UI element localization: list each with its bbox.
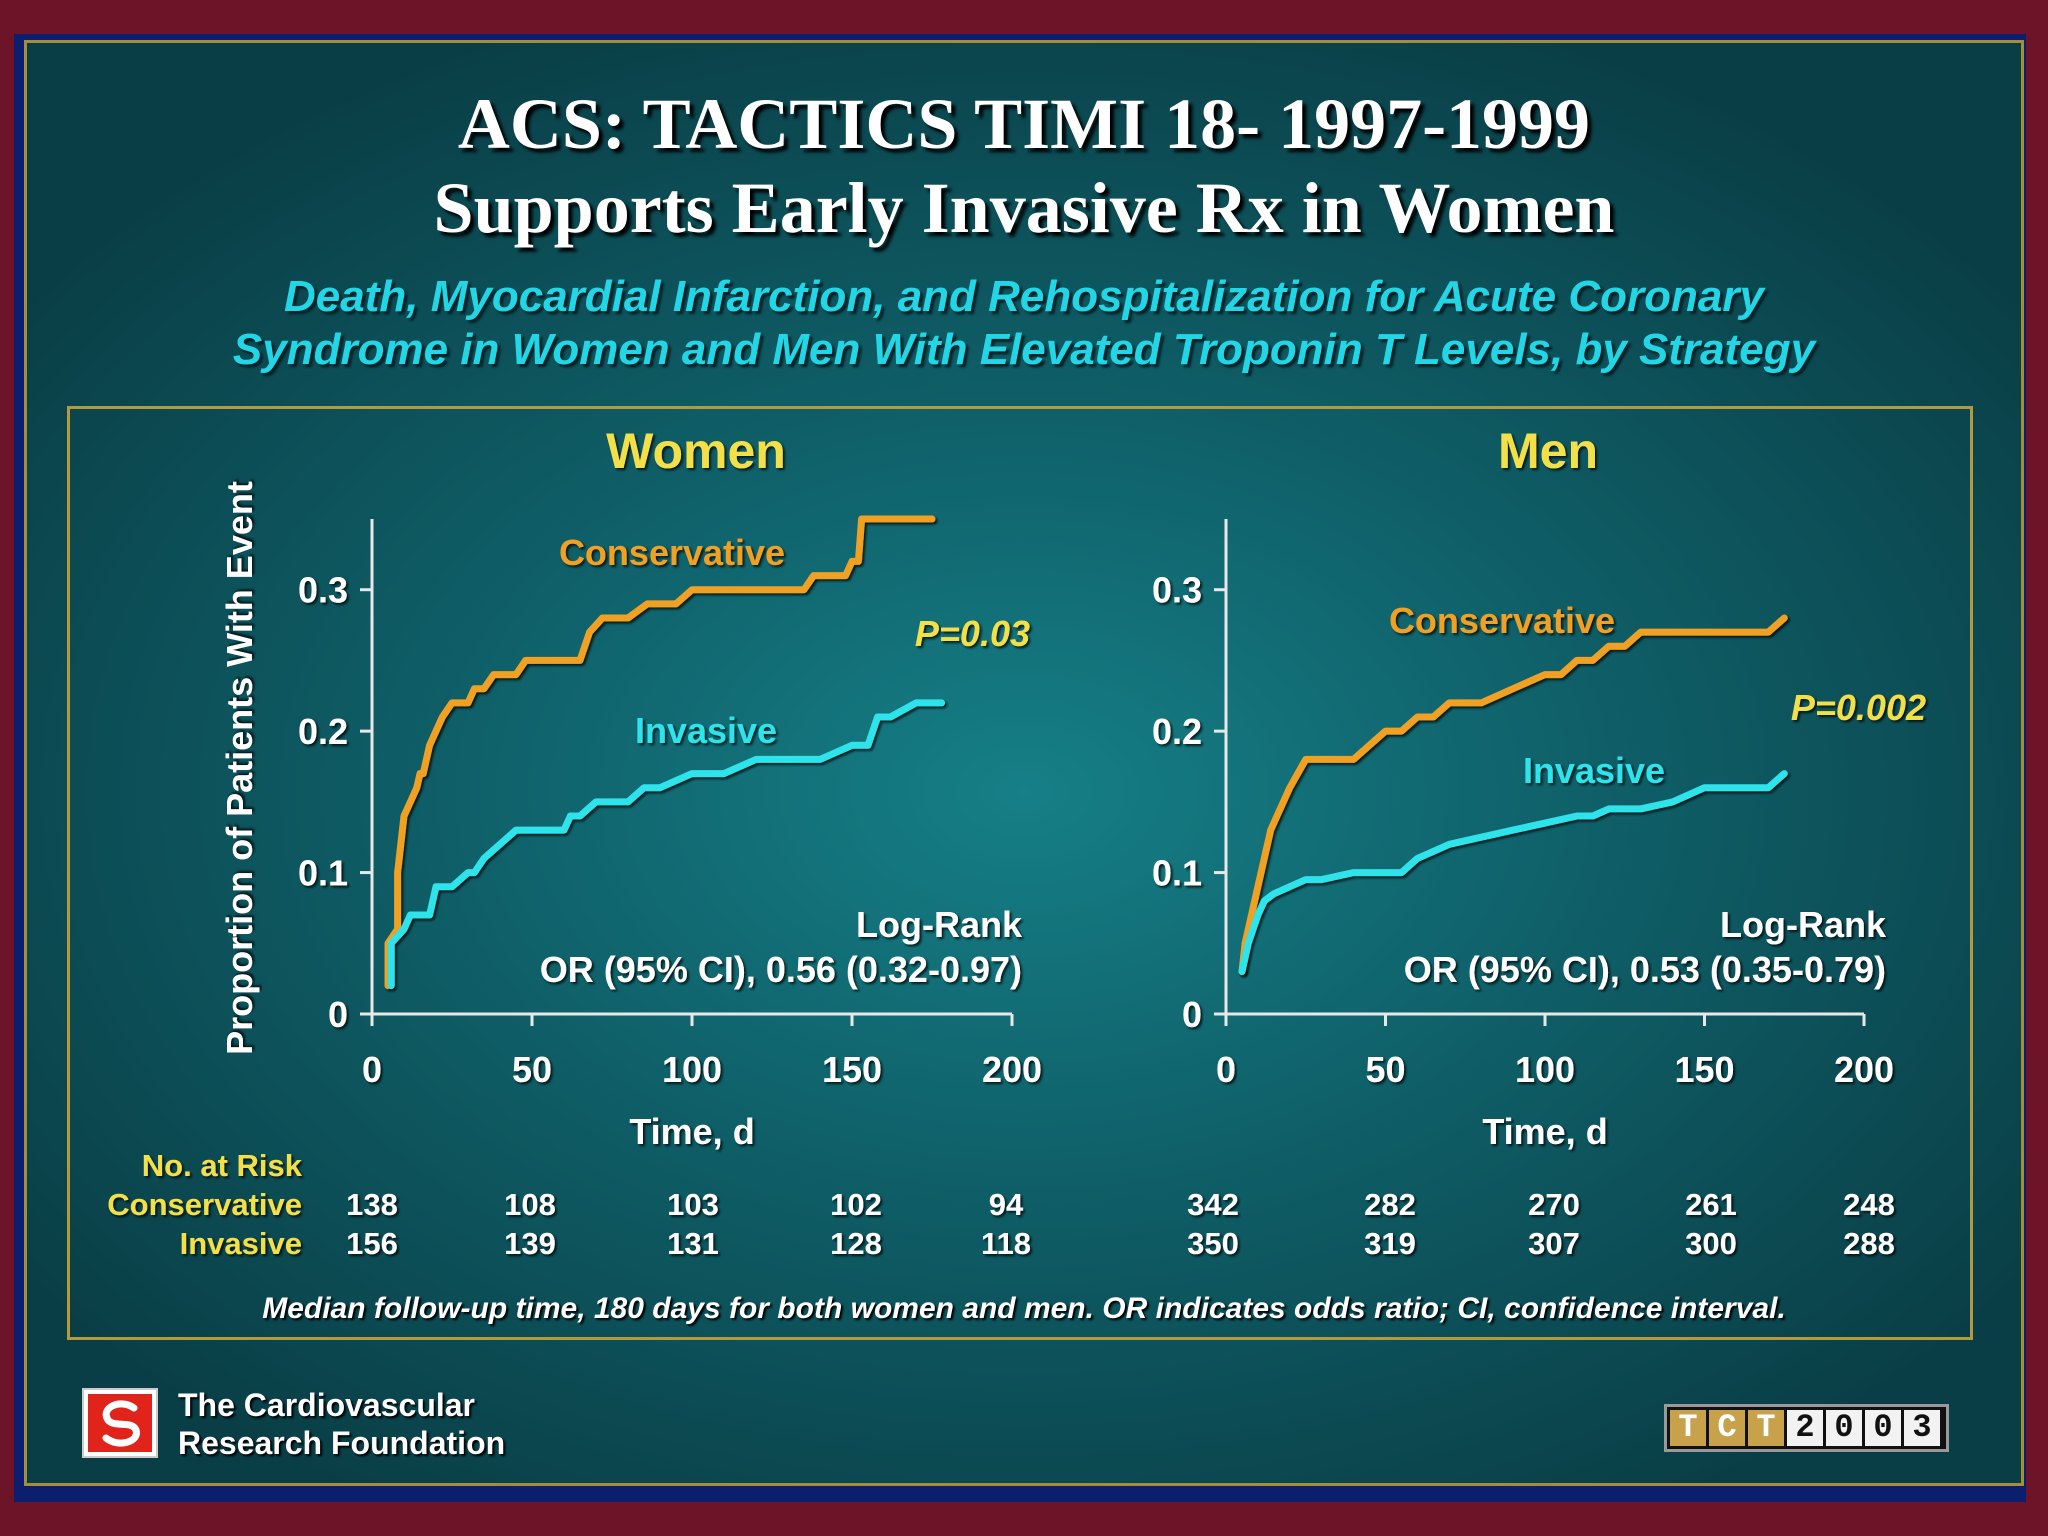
men-odds-ratio-label: OR (95% CI), 0.53 (0.35-0.79)	[1404, 949, 1886, 990]
men-y-tick-label: 0	[1182, 994, 1202, 1035]
badge-char: C	[1709, 1410, 1745, 1446]
women-y-axis-label: Proportion of Patients With Event	[219, 481, 260, 1055]
women-conservative-line	[384, 515, 936, 990]
organization-name: The Cardiovascular Research Foundation	[178, 1386, 505, 1462]
women-risk-cell: 131	[667, 1226, 719, 1261]
men-log-rank-label: Log-Rank	[1720, 904, 1887, 945]
chart-panel-frame	[67, 406, 1973, 1340]
men-x-tick-label: 200	[1834, 1049, 1894, 1090]
women-x-tick-label: 150	[822, 1049, 882, 1090]
men-risk-cell: 319	[1364, 1226, 1416, 1261]
slide-background	[24, 40, 2024, 1486]
men-chart: Men 0 0.1 0.2 0.3 0 50 100 150 200 Time, d Conserva…	[1152, 423, 1926, 1152]
men-invasive-line	[1238, 770, 1788, 976]
organization-line-2: Research Foundation	[178, 1425, 506, 1461]
badge-char: 0	[1826, 1410, 1862, 1446]
men-chart-title: Men	[1498, 423, 1598, 479]
women-log-rank-label: Log-Rank	[856, 904, 1023, 945]
women-x-tick-label: 100	[662, 1049, 722, 1090]
slide-title-line-1: ACS: TACTICS TIMI 18- 1997-1999	[457, 84, 1591, 164]
women-risk-cell: 103	[667, 1187, 719, 1222]
women-invasive-label: Invasive	[635, 710, 777, 751]
badge-char: 0	[1865, 1410, 1901, 1446]
men-x-axis-label: Time, d	[1482, 1111, 1607, 1152]
women-risk-cell: 118	[981, 1226, 1031, 1261]
men-risk-cell: 300	[1685, 1226, 1737, 1261]
women-x-tick-label: 50	[512, 1049, 552, 1090]
men-risk-cell: 282	[1364, 1187, 1416, 1222]
men-x-tick-label: 50	[1365, 1049, 1405, 1090]
women-conservative-label: Conservative	[559, 532, 785, 573]
women-risk-cell: 94	[989, 1187, 1024, 1222]
tct-2003-badge: T C T 2 0 0 3	[1664, 1404, 1949, 1452]
men-risk-cell: 261	[1685, 1187, 1737, 1222]
women-invasive-line	[387, 699, 946, 990]
men-x-tick-label: 100	[1515, 1049, 1575, 1090]
women-risk-cell: 156	[346, 1226, 398, 1261]
women-y-tick-label: 0.2	[298, 711, 348, 752]
risk-table-header: No. at Risk	[142, 1148, 303, 1183]
women-chart-title: Women	[606, 423, 786, 479]
men-risk-cell: 307	[1528, 1226, 1580, 1261]
crf-logo-icon	[82, 1388, 158, 1458]
risk-row-label: Invasive	[180, 1226, 302, 1261]
risk-table: No. at Risk Conservative Invasive 138 108 103…	[107, 1148, 1895, 1261]
women-x-tick-label: 200	[982, 1049, 1042, 1090]
women-x-axis-label: Time, d	[629, 1111, 754, 1152]
badge-char: 2	[1787, 1410, 1823, 1446]
men-risk-cell: 350	[1187, 1226, 1239, 1261]
footnote: Median follow-up time, 180 days for both…	[262, 1292, 1786, 1325]
badge-char: T	[1670, 1410, 1706, 1446]
women-risk-cell: 102	[830, 1187, 882, 1222]
slide-subtitle-line-2: Syndrome in Women and Men With Elevated …	[232, 325, 1816, 374]
men-risk-cell: 342	[1187, 1187, 1239, 1222]
men-x-tick-label: 150	[1674, 1049, 1734, 1090]
badge-char: T	[1748, 1410, 1784, 1446]
organization-line-1: The Cardiovascular	[178, 1387, 475, 1423]
men-invasive-label: Invasive	[1523, 750, 1665, 791]
men-risk-cell: 270	[1528, 1187, 1580, 1222]
women-y-tick-label: 0	[328, 994, 348, 1035]
women-chart: Women 0 0.1 0.2 0.3 0 50 100 150 200 Time, d Propor…	[219, 423, 1042, 1152]
badge-char: 3	[1904, 1410, 1940, 1446]
women-risk-cell: 108	[504, 1187, 556, 1222]
men-x-tick-label: 0	[1216, 1049, 1236, 1090]
men-y-tick-label: 0.1	[1152, 853, 1202, 894]
women-p-value: P=0.03	[915, 613, 1030, 654]
women-risk-cell: 139	[504, 1226, 556, 1261]
men-y-tick-label: 0.3	[1152, 570, 1202, 611]
women-odds-ratio-label: OR (95% CI), 0.56 (0.32-0.97)	[540, 949, 1022, 990]
men-y-tick-label: 0.2	[1152, 711, 1202, 752]
women-x-tick-label: 0	[362, 1049, 382, 1090]
men-p-value: P=0.002	[1791, 687, 1926, 728]
risk-row-label: Conservative	[107, 1187, 302, 1222]
women-risk-cell: 138	[346, 1187, 398, 1222]
men-risk-cell: 288	[1843, 1226, 1895, 1261]
men-risk-cell: 248	[1843, 1187, 1895, 1222]
women-y-tick-label: 0.1	[298, 853, 348, 894]
men-conservative-label: Conservative	[1389, 600, 1615, 641]
women-risk-cell: 128	[830, 1226, 882, 1261]
slide-title-line-2: Supports Early Invasive Rx in Women	[433, 168, 1615, 248]
men-conservative-line	[1238, 614, 1788, 976]
slide-subtitle-line-1: Death, Myocardial Infarction, and Rehosp…	[284, 272, 1764, 321]
women-y-tick-label: 0.3	[298, 570, 348, 611]
